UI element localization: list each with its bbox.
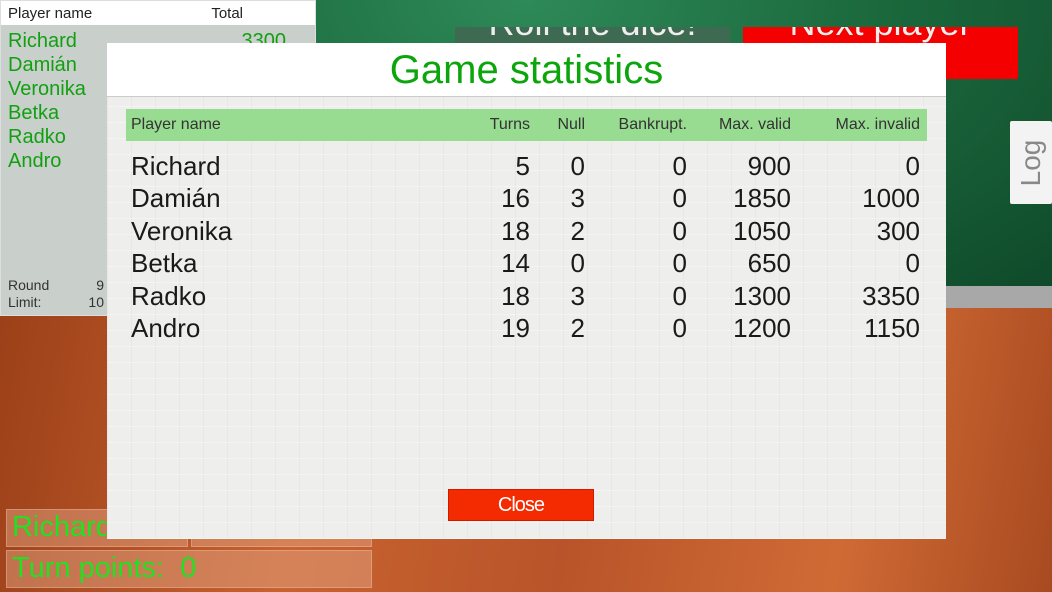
stats-cell: Richard bbox=[131, 151, 221, 181]
stats-cell: 650 bbox=[747, 248, 791, 279]
col-player-name: Player name bbox=[8, 4, 93, 22]
dialog-header: Game statistics bbox=[107, 43, 946, 97]
stats-cell: 1150 bbox=[864, 313, 920, 343]
score-row: Damián bbox=[8, 54, 77, 76]
stats-row: Veronika 18 2 0 1050 300 bbox=[126, 215, 927, 247]
stats-cell: Betka bbox=[131, 248, 198, 279]
stats-cell: 0 bbox=[570, 248, 585, 279]
stats-cell: 3350 bbox=[862, 280, 920, 311]
stats-cell: 0 bbox=[905, 151, 920, 181]
col-header: Player name bbox=[131, 116, 221, 133]
round-info: Round 9 bbox=[8, 277, 104, 293]
log-tab[interactable]: Log bbox=[1010, 121, 1052, 204]
col-total: Total bbox=[211, 4, 243, 22]
stats-cell: Radko bbox=[131, 280, 207, 311]
stats-cell: 0 bbox=[672, 183, 687, 214]
col-header: Null bbox=[557, 116, 585, 133]
stats-cell: 1050 bbox=[733, 215, 791, 246]
stats-cell: 1000 bbox=[862, 183, 920, 214]
col-header: Bankrupt. bbox=[618, 116, 687, 133]
stats-cell: 0 bbox=[905, 248, 920, 279]
stats-cell: Andro bbox=[131, 313, 201, 343]
stats-row: Damián 16 3 0 1850 1000 bbox=[126, 182, 927, 214]
next-player-label: Next player bbox=[743, 27, 1018, 43]
stats-cell: 3 bbox=[570, 280, 585, 311]
score-row: Radko bbox=[8, 126, 66, 148]
stats-cell: 16 bbox=[501, 183, 530, 214]
score-row: Veronika bbox=[8, 78, 86, 100]
stats-cell: 0 bbox=[672, 248, 687, 279]
stats-row: Andro 19 2 0 1200 1150 bbox=[126, 312, 927, 344]
stats-cell: 1300 bbox=[733, 280, 791, 311]
stats-row: Richard 5 0 0 900 0 bbox=[126, 150, 927, 182]
stats-cell: 18 bbox=[501, 215, 530, 246]
stats-header: Player name Turns Null Bankrupt. Max. va… bbox=[126, 109, 927, 141]
stats-cell: 0 bbox=[570, 151, 585, 181]
stats-cell: 1850 bbox=[733, 183, 791, 214]
stats-cell: 19 bbox=[501, 313, 530, 343]
stats-cell: Veronika bbox=[131, 215, 233, 246]
stats-cell: Damián bbox=[131, 183, 221, 214]
log-label: Log bbox=[1015, 139, 1046, 186]
dialog-title: Game statistics bbox=[389, 48, 664, 92]
stats-cell: 18 bbox=[501, 280, 530, 311]
stats-cell: 3 bbox=[570, 183, 585, 214]
stats-cell: 5 bbox=[515, 151, 530, 181]
stats-cell: 300 bbox=[876, 215, 920, 246]
stats-cell: 0 bbox=[672, 280, 687, 311]
col-header: Max. valid bbox=[718, 116, 791, 133]
stats-cell: 900 bbox=[747, 151, 791, 181]
stats-cell: 14 bbox=[501, 248, 530, 279]
col-header: Max. invalid bbox=[835, 116, 920, 133]
stats-cell: 0 bbox=[672, 215, 687, 246]
score-row: Betka bbox=[8, 102, 60, 124]
limit-info: Limit: 10 bbox=[8, 294, 104, 310]
turn-points: Turn points: 0 bbox=[6, 550, 372, 588]
stats-dialog: Game statistics Player name Turns Null B… bbox=[107, 43, 946, 539]
roll-dice-label: Roll the dice! bbox=[455, 27, 730, 43]
stats-cell: 0 bbox=[672, 313, 687, 343]
col-header: Turns bbox=[489, 116, 530, 133]
stats-cell: 2 bbox=[570, 215, 585, 246]
stats-cell: 2 bbox=[570, 313, 585, 343]
stats-row: Radko 18 3 0 1300 3350 bbox=[126, 280, 927, 312]
close-button[interactable]: Close bbox=[448, 489, 594, 521]
stats-cell: 0 bbox=[672, 151, 687, 181]
score-row: Andro bbox=[8, 150, 62, 172]
stats-row: Betka 14 0 0 650 0 bbox=[126, 247, 927, 279]
stats-cell: 1200 bbox=[733, 313, 791, 343]
